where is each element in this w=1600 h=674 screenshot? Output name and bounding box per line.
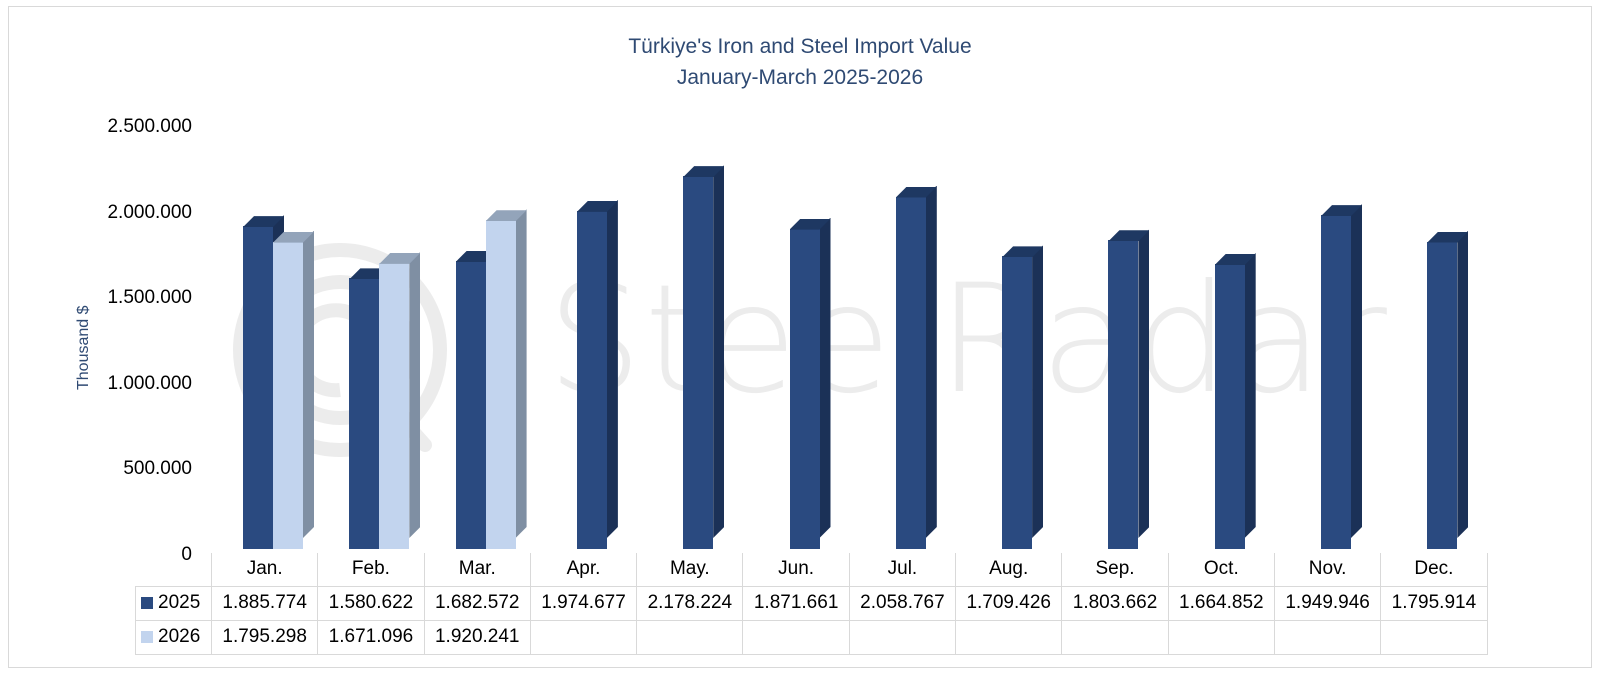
legend-label: 2026 xyxy=(158,626,201,647)
bar-2026-mar xyxy=(485,220,527,549)
data-table-corner xyxy=(135,553,212,586)
legend-key-icon xyxy=(141,597,153,609)
bar-2025-jun xyxy=(789,229,831,549)
bar-2026-jan xyxy=(273,242,314,549)
data-cell: 1.871.661 xyxy=(742,585,850,621)
data-table-header-row: Jan. Feb. Mar. Apr. May. Jun. Jul. Aug. … xyxy=(135,553,1488,587)
category-label: Aug. xyxy=(955,553,1063,587)
category-label: Nov. xyxy=(1273,553,1382,587)
data-cell: 1.682.572 xyxy=(423,585,531,621)
bar-2025-jan xyxy=(243,226,284,549)
category-label: Oct. xyxy=(1167,553,1275,587)
legend-entry-2026: 2026 xyxy=(135,619,212,655)
category-label: Mar. xyxy=(423,553,531,587)
data-cell: 1.974.677 xyxy=(529,585,638,621)
bar-2025-may xyxy=(683,176,725,549)
data-table: Jan. Feb. Mar. Apr. May. Jun. Jul. Aug. … xyxy=(135,553,1488,655)
y-tick-label: 500.000 xyxy=(123,458,192,479)
data-cell: 1.803.662 xyxy=(1061,585,1169,621)
data-cell xyxy=(742,619,850,655)
data-cell: 1.664.852 xyxy=(1167,585,1275,621)
data-cell xyxy=(1167,619,1275,655)
data-cell xyxy=(955,619,1063,655)
chart-subtitle: January-March 2025-2026 xyxy=(676,66,924,89)
y-tick-label: 1.500.000 xyxy=(107,287,192,308)
data-cell xyxy=(848,619,957,655)
data-cell xyxy=(636,619,744,655)
category-label: Jul. xyxy=(848,553,957,587)
legend-entry-2025: 2025 xyxy=(135,585,212,621)
bar-2025-dec xyxy=(1427,242,1469,549)
data-table-row-2025: 2025 1.885.774 1.580.622 1.682.572 1.974… xyxy=(135,585,1488,621)
bar-2025-mar xyxy=(455,261,497,549)
data-cell xyxy=(1061,619,1169,655)
y-tick-label: 2.500.000 xyxy=(107,116,192,137)
bar-2025-sep xyxy=(1108,240,1150,549)
category-label: Jun. xyxy=(742,553,850,587)
bar-2026-feb xyxy=(379,263,421,549)
y-tick-label: 1.000.000 xyxy=(107,373,192,394)
data-table-row-2026: 2026 1.795.298 1.671.096 1.920.241 xyxy=(135,619,1488,655)
bar-2025-nov xyxy=(1321,215,1362,549)
bar-2025-apr xyxy=(576,211,618,549)
bar-2025-aug xyxy=(1002,256,1044,549)
category-label: Dec. xyxy=(1380,553,1488,587)
bar-2025-jul xyxy=(895,197,937,549)
data-cell: 1.795.914 xyxy=(1380,585,1488,621)
legend-key-icon xyxy=(141,631,153,643)
data-cell: 1.671.096 xyxy=(317,619,425,655)
data-cell: 2.178.224 xyxy=(636,585,744,621)
chart-title: Türkiye's Iron and Steel Import Value xyxy=(628,35,972,58)
category-label: Apr. xyxy=(529,553,638,587)
data-cell: 2.058.767 xyxy=(848,585,957,621)
data-cell: 1.795.298 xyxy=(210,619,319,655)
y-tick-label: 2.000.000 xyxy=(107,202,192,223)
legend-label: 2025 xyxy=(158,592,201,613)
data-cell: 1.949.946 xyxy=(1273,585,1382,621)
data-cell xyxy=(529,619,638,655)
data-cell: 1.709.426 xyxy=(955,585,1063,621)
bar-2025-oct xyxy=(1214,264,1256,549)
category-label: Feb. xyxy=(317,553,425,587)
category-label: Sep. xyxy=(1061,553,1169,587)
bar-2025-feb xyxy=(349,278,391,549)
data-cell xyxy=(1380,619,1488,655)
category-label: Jan. xyxy=(210,553,319,587)
data-cell: 1.580.622 xyxy=(317,585,425,621)
category-label: May. xyxy=(636,553,744,587)
data-cell xyxy=(1273,619,1382,655)
data-cell: 1.885.774 xyxy=(210,585,319,621)
data-cell: 1.920.241 xyxy=(423,619,531,655)
